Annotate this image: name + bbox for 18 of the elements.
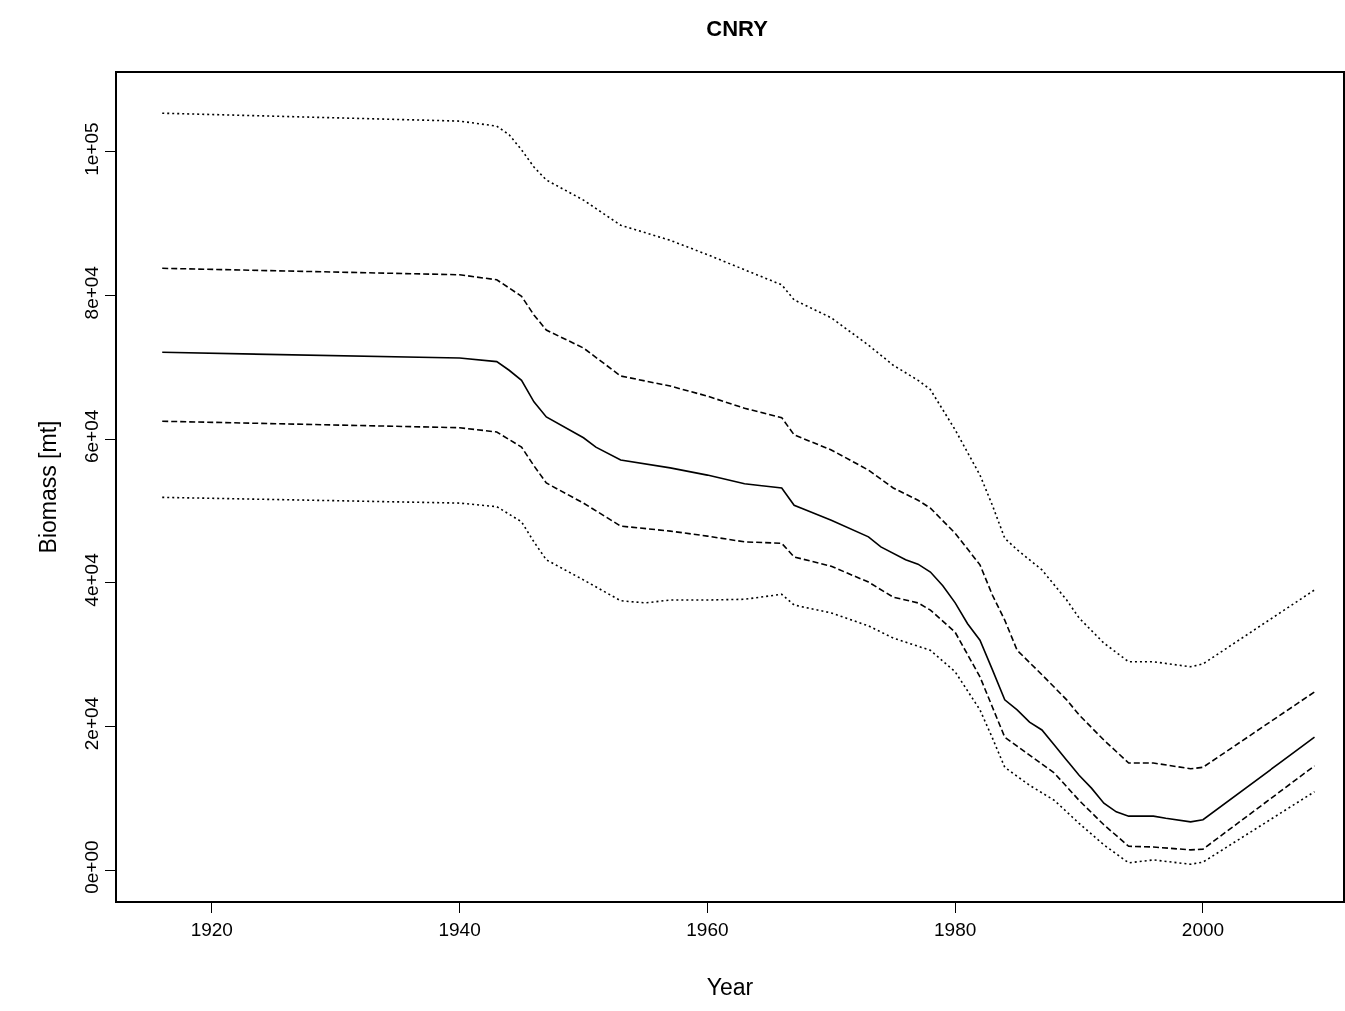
y-tick-label: 1e+05 — [80, 122, 102, 176]
line-series — [161, 267, 1316, 770]
line-series — [161, 496, 1316, 866]
y-tick-label: 8e+04 — [80, 265, 102, 320]
y-axis-title: Biomass [mt] — [34, 420, 61, 554]
x-tick-label: 1920 — [190, 918, 233, 940]
line-series — [161, 112, 1316, 668]
x-tick-label: 1940 — [438, 918, 481, 940]
y-tick-label: 4e+04 — [80, 552, 102, 607]
x-tick-label: 1980 — [934, 918, 977, 940]
x-axis-title: Year — [706, 973, 754, 1000]
y-tick-label: 6e+04 — [80, 409, 102, 464]
y-tick-label: 0e+00 — [80, 840, 102, 894]
chart-title: CNRY — [706, 15, 769, 41]
y-tick-label: 2e+04 — [80, 696, 102, 751]
x-tick-label: 1960 — [686, 918, 729, 940]
x-tick-label: 2000 — [1181, 918, 1225, 940]
line-series — [161, 351, 1316, 823]
